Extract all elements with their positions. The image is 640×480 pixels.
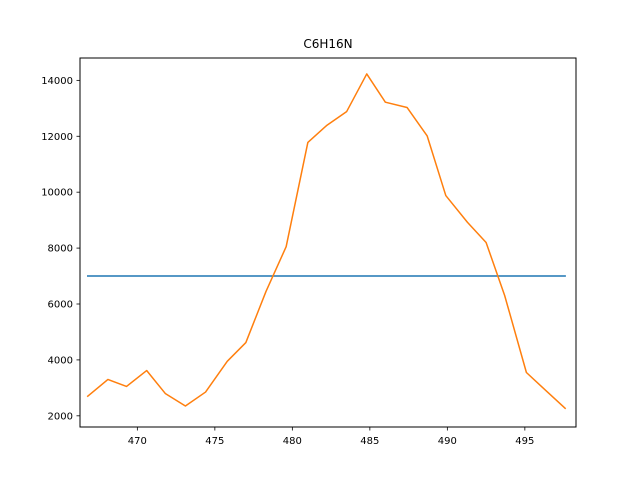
plot-frame bbox=[79, 57, 577, 428]
x-tick-label: 495 bbox=[515, 436, 534, 447]
y-tick-label: 12000 bbox=[41, 132, 73, 143]
y-tick-label: 14000 bbox=[41, 76, 73, 87]
y-tick-label: 4000 bbox=[48, 355, 73, 366]
x-tick-label: 475 bbox=[205, 436, 224, 447]
x-tick-label: 490 bbox=[438, 436, 457, 447]
series-line-2 bbox=[86, 73, 567, 410]
y-tick-label: 6000 bbox=[48, 300, 73, 311]
y-tick-label: 8000 bbox=[48, 244, 73, 255]
x-tick-label: 470 bbox=[128, 436, 147, 447]
y-axis: 2000 4000 6000 8000 10000 12000 14000 bbox=[41, 76, 80, 422]
chart-title: C6H16N bbox=[303, 37, 352, 51]
x-tick-label: 485 bbox=[360, 436, 379, 447]
y-tick-label: 10000 bbox=[41, 188, 73, 199]
series-layer bbox=[86, 73, 567, 410]
x-axis: 470 475 480 485 490 495 bbox=[128, 427, 534, 447]
y-tick-label: 2000 bbox=[48, 411, 73, 422]
x-tick-label: 480 bbox=[283, 436, 302, 447]
